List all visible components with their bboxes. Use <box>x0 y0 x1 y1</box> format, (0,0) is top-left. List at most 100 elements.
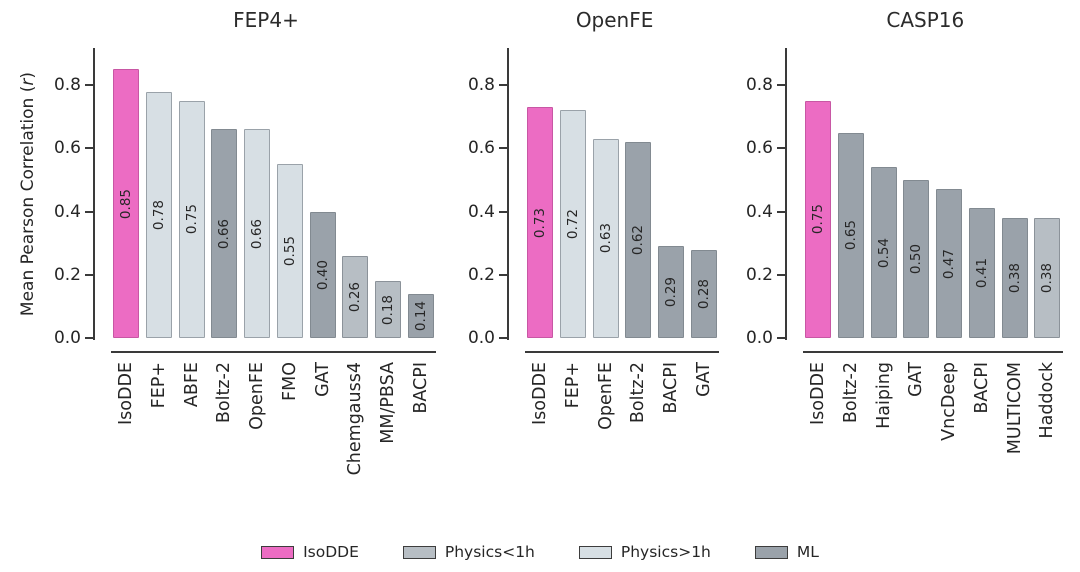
x-tick-slot: MULTICOM <box>998 362 1031 497</box>
y-tick-label: 0.8 <box>745 75 773 96</box>
bar-value-label: 0.73 <box>532 207 549 238</box>
x-tick-slot: OpenFE <box>241 362 274 497</box>
y-axis-spine <box>93 48 95 340</box>
x-tick-label-haddock: Haddock <box>1037 362 1058 439</box>
x-tick-label-gat: GAT <box>693 362 714 397</box>
y-axis-title-italic-r: r <box>18 78 38 86</box>
y-tick-label: 0.2 <box>53 264 81 285</box>
x-tick-slot: MM/PBSA <box>372 362 405 497</box>
y-axis-title-suffix: ) <box>18 71 38 79</box>
bar-value-label: 0.28 <box>695 278 712 309</box>
x-tick-slot: IsoDDE <box>524 362 557 497</box>
x-tick-slot: FMO <box>274 362 307 497</box>
x-tick-slot: Boltz-2 <box>835 362 868 497</box>
bar-gat: 0.40 <box>309 211 336 338</box>
bar-gat: 0.28 <box>690 249 717 338</box>
y-tick-label: 0.6 <box>467 138 495 159</box>
y-tick-mark <box>499 273 507 276</box>
bar-value-label: 0.78 <box>151 199 168 230</box>
bar-value-label: 0.63 <box>597 223 614 254</box>
x-tick-slot: GAT <box>688 362 721 497</box>
y-tick-mark <box>777 337 785 339</box>
bar-value-label: 0.65 <box>843 220 860 251</box>
bar-openfe: 0.63 <box>592 138 619 338</box>
y-tick-mark <box>777 84 785 87</box>
bar-isodde: 0.85 <box>113 69 140 338</box>
panel-title-casp16: CASP16 <box>886 8 965 32</box>
legend-label: Physics>1h <box>620 543 711 561</box>
x-tick-label-bacpi: BACPI <box>410 362 431 414</box>
x-tick-slot: OpenFE <box>589 362 622 497</box>
legend-swatch-physics_gt1h <box>578 545 612 559</box>
legend-label: IsoDDE <box>303 543 359 561</box>
x-tick-label-openfe: OpenFE <box>595 362 616 430</box>
bar-value-label: 0.40 <box>314 259 331 290</box>
x-tick-slot: Haddock <box>1031 362 1064 497</box>
y-tick-label: 0.2 <box>745 264 773 285</box>
bar-abfe: 0.75 <box>178 101 205 338</box>
y-tick-label: 0.0 <box>53 328 81 348</box>
y-tick-mark <box>85 147 93 150</box>
bar-fep: 0.72 <box>560 110 587 338</box>
x-tick-label-abfe: ABFE <box>181 362 202 408</box>
x-tick-slot: Boltz-2 <box>208 362 241 497</box>
legend: IsoDDE Physics<1h Physics>1h ML <box>0 543 1080 561</box>
bar-multicom: 0.38 <box>1001 217 1028 338</box>
y-tick-label: 0.4 <box>745 201 773 222</box>
bar-value-label: 0.26 <box>347 281 364 312</box>
x-tick-label-mmpbsa: MM/PBSA <box>377 362 398 444</box>
bar-value-label: 0.75 <box>183 204 200 235</box>
x-tick-label-chemgauss4: Chemgauss4 <box>345 362 366 476</box>
legend-item-physics_gt1h: Physics>1h <box>578 543 711 561</box>
y-tick-label: 0.0 <box>745 328 773 348</box>
bar-value-label: 0.50 <box>908 243 925 275</box>
x-tick-slot: Boltz-2 <box>622 362 655 497</box>
legend-item-isodde: IsoDDE <box>261 543 359 561</box>
y-tick-label: 0.0 <box>467 328 495 348</box>
y-tick-mark <box>777 210 785 213</box>
x-tick-label-bacpi: BACPI <box>661 362 682 414</box>
x-tick-label-isodde: IsoDDE <box>808 362 829 425</box>
x-tick-slot: GAT <box>306 362 339 497</box>
x-tick-label-fmo: FMO <box>279 362 300 401</box>
y-tick-mark <box>499 337 507 339</box>
bar-value-label: 0.55 <box>281 236 298 267</box>
y-tick-mark <box>499 210 507 213</box>
bar-bacpi: 0.14 <box>407 293 434 338</box>
legend-item-physics_lt1h: Physics<1h <box>402 543 535 561</box>
y-tick-label: 0.2 <box>467 264 495 285</box>
x-tick-slot: FEP+ <box>557 362 590 497</box>
x-tick-label-gat: GAT <box>312 362 333 397</box>
bar-value-label: 0.18 <box>379 294 396 325</box>
x-tick-slot: IsoDDE <box>802 362 835 497</box>
x-tick-slot: BACPI <box>404 362 437 497</box>
legend-swatch-physics_lt1h <box>402 545 436 559</box>
y-tick-label: 0.4 <box>467 201 495 222</box>
y-tick-label: 0.8 <box>467 75 495 96</box>
bar-value-label: 0.75 <box>810 204 827 235</box>
y-tick-label: 0.4 <box>53 201 81 222</box>
x-axis-spine <box>803 351 1063 353</box>
bar-value-label: 0.14 <box>412 300 429 331</box>
legend-item-ml: ML <box>754 543 819 561</box>
bar-value-label: 0.66 <box>249 218 266 249</box>
y-axis-spine <box>785 48 787 340</box>
bar-boltz2: 0.65 <box>838 132 865 338</box>
x-axis-spine <box>525 351 720 353</box>
bar-value-label: 0.62 <box>630 225 647 256</box>
y-axis-title-text: Mean Pearson Correlation (r) <box>18 72 38 316</box>
y-tick-mark <box>777 273 785 276</box>
x-tick-slot: Chemgauss4 <box>339 362 372 497</box>
bar-haiping: 0.54 <box>870 167 897 338</box>
y-tick-label: 0.8 <box>53 75 81 96</box>
x-axis-spine <box>111 351 436 353</box>
x-tick-label-isodde: IsoDDE <box>116 362 137 425</box>
bar-value-label: 0.85 <box>118 188 135 219</box>
legend-label: Physics<1h <box>444 543 535 561</box>
bar-vncdeep: 0.47 <box>936 189 963 338</box>
y-tick-mark <box>85 84 93 87</box>
bar-fmo: 0.55 <box>276 164 303 338</box>
bar-boltz2: 0.66 <box>211 129 238 338</box>
bar-isodde: 0.73 <box>527 107 554 338</box>
